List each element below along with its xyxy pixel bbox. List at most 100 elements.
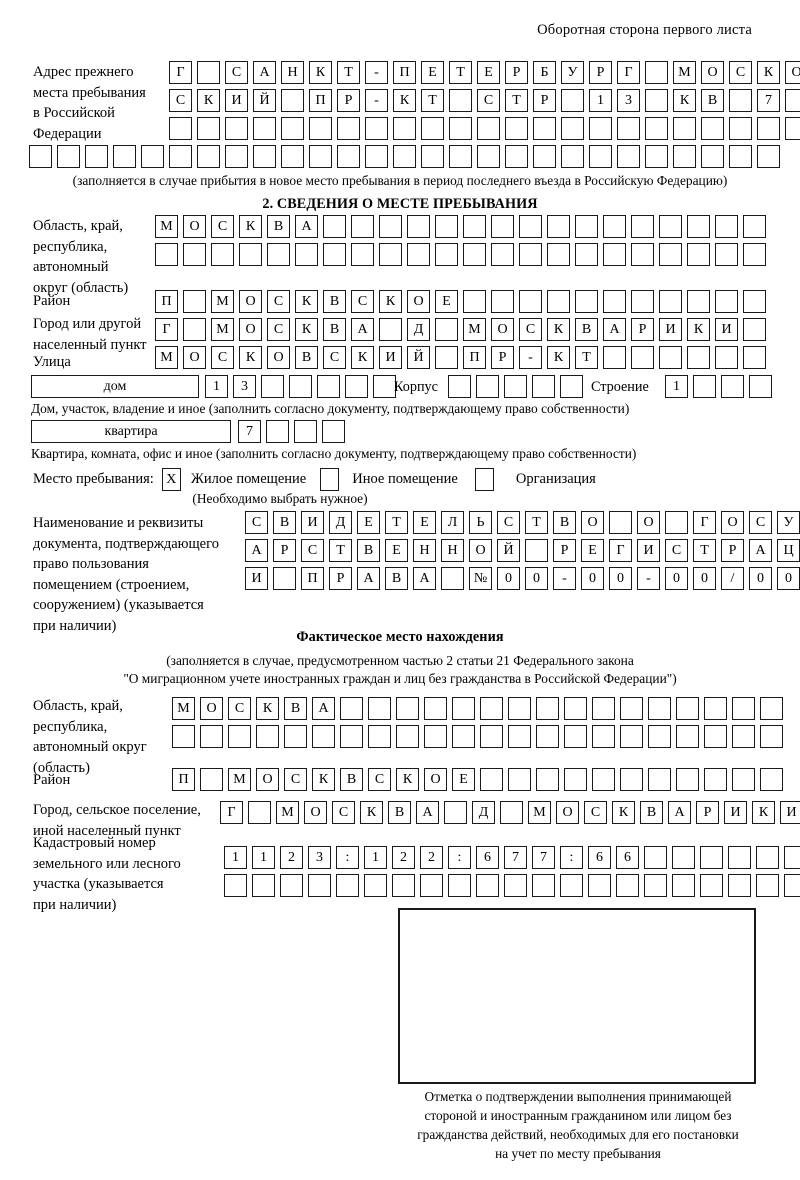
- prev-address-cell[interactable]: Г: [169, 61, 192, 84]
- document-cell[interactable]: А: [413, 567, 436, 590]
- cadastral-cell[interactable]: [784, 846, 800, 869]
- cadastral-cell[interactable]: [700, 846, 723, 869]
- prev-address-cell[interactable]: Й: [253, 89, 276, 112]
- korpus-cell[interactable]: [476, 375, 499, 398]
- stroenie-cell[interactable]: [693, 375, 716, 398]
- region-cell[interactable]: [715, 243, 738, 266]
- document-cell[interactable]: Д: [329, 511, 352, 534]
- prev-address-cell[interactable]: [645, 89, 668, 112]
- actual-city-cell[interactable]: [444, 801, 467, 824]
- district-cell[interactable]: [183, 290, 206, 313]
- actual-region-cell[interactable]: [480, 697, 503, 720]
- document-cell[interactable]: [525, 539, 548, 562]
- actual-district-cell[interactable]: С: [284, 768, 307, 791]
- city-cell[interactable]: К: [295, 318, 318, 341]
- prev-address-cell[interactable]: [253, 117, 276, 140]
- prev-address-cell[interactable]: -: [365, 61, 388, 84]
- prev-address-cell[interactable]: [281, 117, 304, 140]
- actual-city-cell[interactable]: М: [276, 801, 299, 824]
- actual-region-cell[interactable]: [704, 697, 727, 720]
- document-cell[interactable]: У: [777, 511, 800, 534]
- prev-address-cell[interactable]: [701, 117, 724, 140]
- actual-region-cell[interactable]: [424, 697, 447, 720]
- cadastral-cell[interactable]: [728, 846, 751, 869]
- cadastral-cell[interactable]: :: [560, 846, 583, 869]
- document-cell[interactable]: Ц: [777, 539, 800, 562]
- region-cell[interactable]: [323, 243, 346, 266]
- street-cell[interactable]: В: [295, 346, 318, 369]
- prev-address-cell[interactable]: К: [673, 89, 696, 112]
- street-cell[interactable]: С: [211, 346, 234, 369]
- prev-address-cell[interactable]: [281, 145, 304, 168]
- actual-district-cell[interactable]: [648, 768, 671, 791]
- region-cell[interactable]: [743, 215, 766, 238]
- prev-address-cell[interactable]: У: [561, 61, 584, 84]
- document-cell[interactable]: Е: [581, 539, 604, 562]
- region-cell[interactable]: [407, 243, 430, 266]
- street-cell[interactable]: О: [267, 346, 290, 369]
- actual-region-cell[interactable]: [396, 725, 419, 748]
- previous-address-row-4[interactable]: [29, 145, 780, 168]
- region-cell[interactable]: [519, 215, 542, 238]
- prev-address-cell[interactable]: [421, 117, 444, 140]
- prev-address-cell[interactable]: Т: [337, 61, 360, 84]
- cadastral-cell[interactable]: 7: [532, 846, 555, 869]
- street-cell[interactable]: -: [519, 346, 542, 369]
- region-cell[interactable]: В: [267, 215, 290, 238]
- actual-city-cell[interactable]: С: [332, 801, 355, 824]
- actual-district-cell[interactable]: П: [172, 768, 195, 791]
- region-cell[interactable]: [659, 243, 682, 266]
- region-cell[interactable]: [155, 243, 178, 266]
- document-cell[interactable]: 0: [581, 567, 604, 590]
- city-cell[interactable]: [379, 318, 402, 341]
- actual-region-cell[interactable]: [396, 697, 419, 720]
- prev-address-cell[interactable]: [785, 117, 800, 140]
- region-cell[interactable]: [239, 243, 262, 266]
- cadastral-cell[interactable]: [280, 874, 303, 897]
- prev-address-cell[interactable]: [757, 145, 780, 168]
- actual-region-cell[interactable]: [368, 697, 391, 720]
- checkbox-organization[interactable]: [474, 468, 494, 491]
- document-cell[interactable]: Ь: [469, 511, 492, 534]
- region-cell[interactable]: [379, 215, 402, 238]
- region-cell[interactable]: [491, 243, 514, 266]
- region-cell[interactable]: [687, 243, 710, 266]
- document-cell[interactable]: С: [497, 511, 520, 534]
- district-cell[interactable]: [659, 290, 682, 313]
- actual-region-cell[interactable]: [340, 697, 363, 720]
- prev-address-cell[interactable]: [113, 145, 136, 168]
- district-cell[interactable]: [547, 290, 570, 313]
- cadastral-cell[interactable]: 6: [588, 846, 611, 869]
- flat-cell[interactable]: [294, 420, 317, 443]
- actual-district-cell[interactable]: [480, 768, 503, 791]
- actual-district-cell[interactable]: О: [424, 768, 447, 791]
- document-cell[interactable]: 0: [665, 567, 688, 590]
- actual-region-cell[interactable]: [592, 725, 615, 748]
- document-cell[interactable]: Т: [525, 511, 548, 534]
- actual-district-cell[interactable]: [620, 768, 643, 791]
- street-cell[interactable]: М: [155, 346, 178, 369]
- stroenie-cell[interactable]: [749, 375, 772, 398]
- document-cell[interactable]: А: [245, 539, 268, 562]
- korpus-cell[interactable]: [532, 375, 555, 398]
- district-cell[interactable]: О: [407, 290, 430, 313]
- prev-address-cell[interactable]: [645, 145, 668, 168]
- prev-address-cell[interactable]: К: [309, 61, 332, 84]
- cadastral-cell[interactable]: [560, 874, 583, 897]
- house-cell[interactable]: 3: [233, 375, 256, 398]
- cadastral-cell[interactable]: [700, 874, 723, 897]
- region-cell[interactable]: [519, 243, 542, 266]
- flat-cell[interactable]: 7: [238, 420, 261, 443]
- prev-address-cell[interactable]: [337, 145, 360, 168]
- actual-city-cell[interactable]: Г: [220, 801, 243, 824]
- prev-address-cell[interactable]: [225, 145, 248, 168]
- prev-address-cell[interactable]: П: [309, 89, 332, 112]
- document-cell[interactable]: В: [553, 511, 576, 534]
- house-cell[interactable]: [261, 375, 284, 398]
- cadastral-cell[interactable]: 2: [392, 846, 415, 869]
- city-cell[interactable]: К: [547, 318, 570, 341]
- cadastral-cell[interactable]: [756, 846, 779, 869]
- prev-address-cell[interactable]: [253, 145, 276, 168]
- actual-city-cell[interactable]: К: [752, 801, 775, 824]
